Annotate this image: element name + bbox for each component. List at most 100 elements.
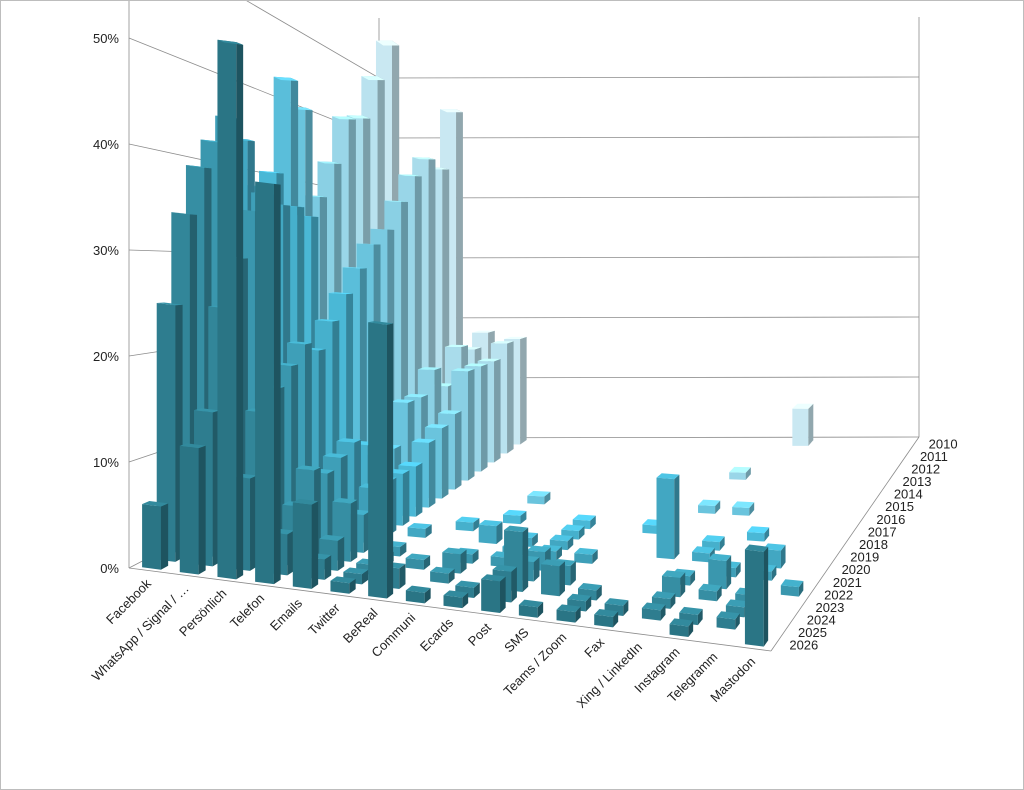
bar-side-face [496, 521, 503, 544]
bar-side-face [764, 527, 770, 542]
bar-front-face [455, 521, 474, 532]
bar-top-face [729, 466, 751, 473]
bar-side-face [160, 503, 169, 570]
bar-side-face [556, 546, 562, 561]
bar-top-face [424, 424, 449, 429]
bar-side-face [715, 500, 721, 514]
depth-tick-label: 2025 [798, 625, 827, 640]
bar-mastodon-2026 [744, 544, 769, 647]
bar-top-face [194, 408, 220, 413]
bar-side-face [660, 604, 666, 621]
bar-front-face [661, 575, 681, 598]
bar-fax-2026 [594, 609, 619, 628]
bar-side-face [763, 546, 769, 647]
bar-front-face [698, 589, 717, 602]
bar-sms-2024 [541, 559, 565, 597]
bar-top-face [746, 526, 770, 534]
depth-tick-label: 2023 [815, 600, 844, 615]
bar-top-face [698, 583, 722, 592]
x-tick-label: Telefon [227, 591, 267, 631]
bar-side-face [287, 530, 295, 576]
bar-top-face [330, 576, 356, 584]
bar-twitter-2026 [330, 576, 356, 594]
bar-side-face [716, 585, 722, 602]
bar-side-face [533, 557, 540, 582]
x-tick-label: SMS [501, 625, 532, 656]
bar-front-face [156, 303, 176, 562]
bar-front-face [478, 524, 497, 544]
bar-front-face [255, 181, 274, 585]
bar-front-face [780, 585, 799, 597]
bar-top-face [567, 593, 592, 602]
bar-instagram-2023 [698, 583, 722, 602]
bar-top-face [375, 40, 400, 46]
bar-top-face [319, 534, 345, 541]
depth-tick-label: 2015 [885, 499, 914, 514]
bar-top-face [259, 170, 284, 174]
bar-top-face [464, 363, 488, 367]
bar-side-face [670, 593, 676, 609]
bar-telefon-2026 [255, 181, 281, 585]
bar-top-face [411, 438, 436, 443]
bar-top-face [417, 367, 442, 371]
bar-front-face [574, 553, 593, 564]
bar-top-face [217, 39, 244, 45]
bar-xing-linkedin-2025 [641, 602, 666, 621]
y-tick-label: 30% [93, 243, 119, 258]
bar-xing-linkedin-2023 [661, 570, 686, 598]
bar-side-face [337, 536, 345, 571]
bar-front-face [641, 608, 661, 621]
bar-top-face [561, 524, 585, 531]
bar-front-face [405, 558, 424, 570]
bar-side-face [697, 609, 703, 626]
bar-top-face [763, 543, 786, 551]
bar-communi-2026 [405, 585, 431, 604]
bar-top-face [273, 76, 299, 81]
bar-xing-linkedin-2020 [692, 546, 715, 563]
depth-tick-label: 2026 [789, 638, 818, 653]
bar-top-face [156, 302, 183, 306]
bar-top-face [142, 501, 169, 507]
floor-edge-1 [770, 436, 920, 652]
bar-side-face [688, 620, 694, 638]
bar-top-face [356, 243, 381, 245]
bar-front-face [443, 595, 463, 609]
bar-top-face [317, 161, 342, 164]
bar-top-face [343, 567, 369, 575]
bar-top-face [503, 509, 527, 516]
bar-side-face [520, 336, 527, 445]
bar-xing-linkedin-2010 [792, 403, 814, 446]
depth-tick-label: 2011 [920, 449, 948, 464]
bar-front-face [729, 472, 746, 480]
bar-side-face [423, 555, 431, 570]
bar-top-face [407, 522, 432, 529]
bar-fax-2016 [698, 499, 721, 514]
bar-top-face [556, 604, 581, 613]
bar-side-face [473, 517, 480, 532]
bar-top-face [455, 516, 480, 523]
gridline-60 [246, 1, 920, 79]
bar-top-face [171, 212, 198, 215]
bar-side-face [507, 341, 514, 454]
bar-side-face [462, 592, 469, 609]
bar-top-face [472, 330, 495, 333]
bar-top-face [477, 358, 501, 362]
bar-front-face [518, 604, 538, 618]
gridline-50 [128, 37, 920, 139]
x-tick-label: BeReal [340, 605, 381, 646]
bar-top-face [490, 341, 514, 344]
depth-tick-label: 2012 [911, 461, 940, 476]
bar-side-face [623, 600, 629, 617]
bar-top-face [478, 520, 503, 527]
bar-communi-2020 [478, 520, 503, 544]
bar-whatsapp-signal--2026 [179, 443, 206, 575]
bar-top-face [526, 545, 551, 553]
bar-side-face [735, 613, 740, 630]
bar-side-face [428, 439, 436, 508]
bar-front-face [594, 614, 614, 628]
bar-side-face [361, 569, 369, 585]
bar-top-face [346, 115, 371, 119]
bar-top-face [708, 553, 732, 561]
